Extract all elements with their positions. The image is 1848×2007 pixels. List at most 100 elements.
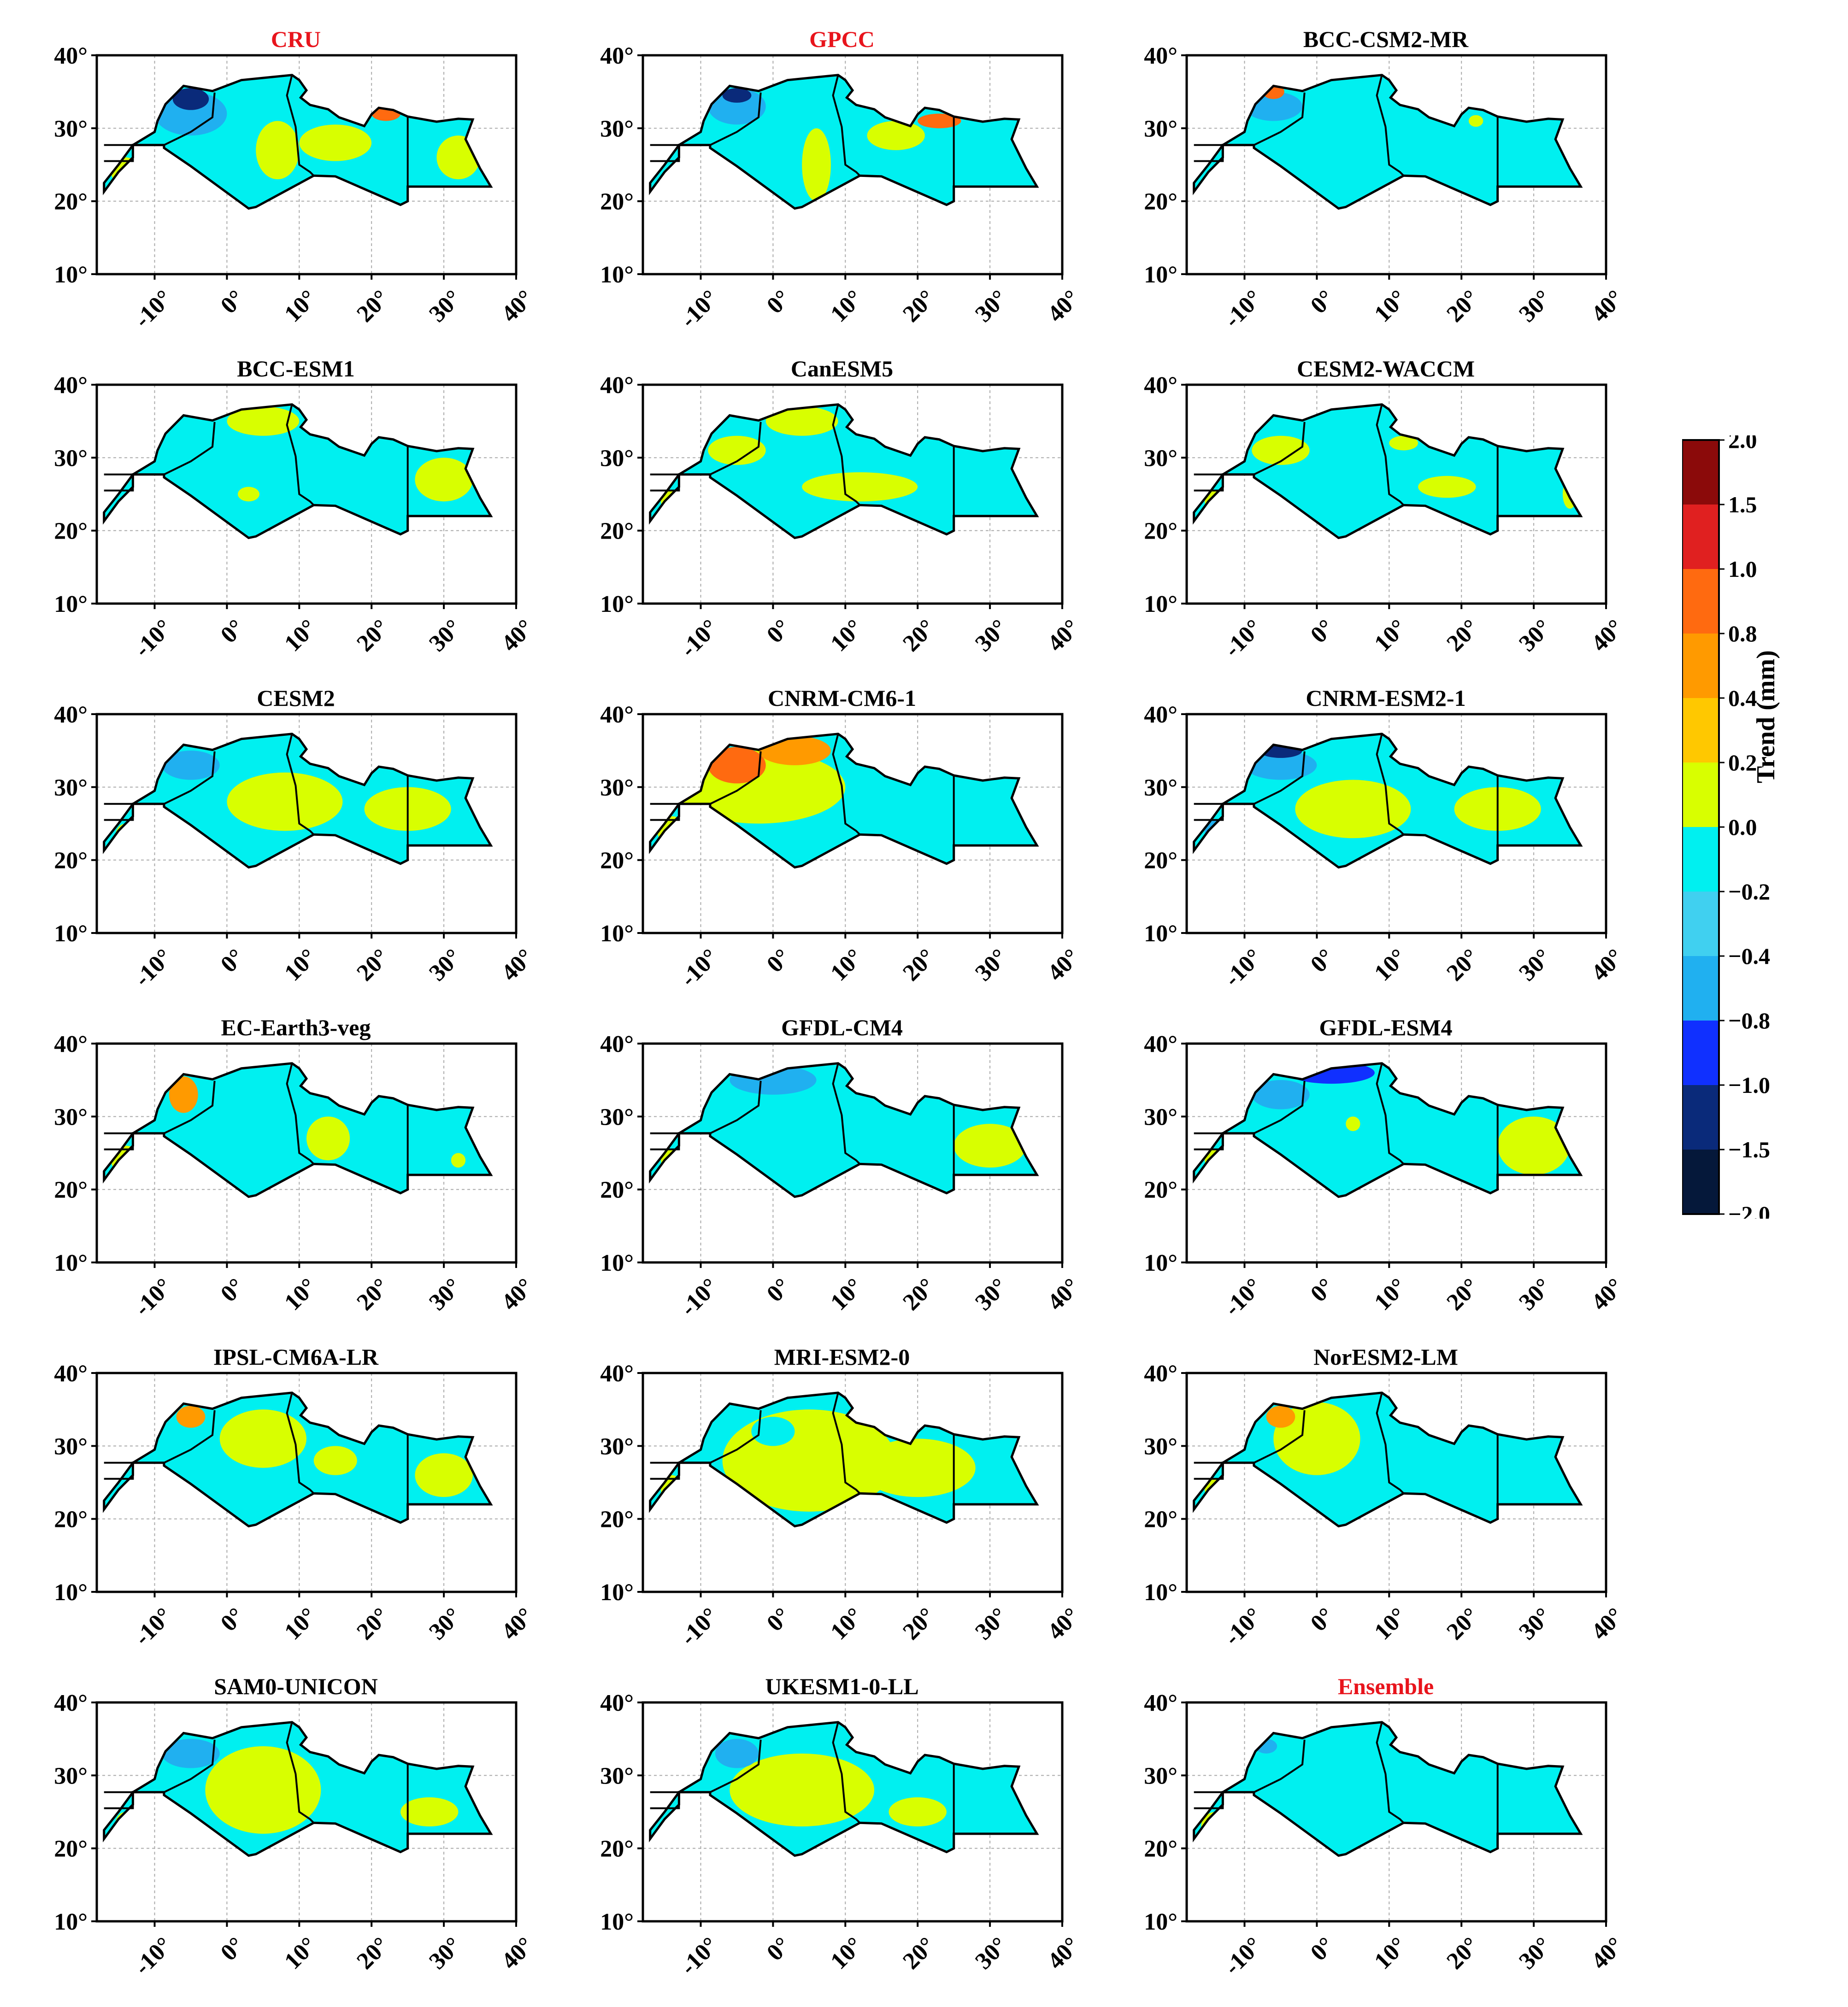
x-tick-label: 10°: [279, 1273, 322, 1316]
trend-patch: [867, 121, 925, 150]
y-tick-label: 40°: [600, 372, 634, 399]
country-border: [832, 734, 861, 835]
colorbar-tick-label: 1.0: [1728, 556, 1757, 582]
plot-frame: [1185, 383, 1607, 605]
x-tick-label: 40°: [1586, 944, 1629, 986]
colorbar-segment: [1682, 1150, 1719, 1214]
country-outline: [1193, 733, 1583, 869]
x-tick-label: 30°: [1514, 1603, 1556, 1645]
y-tick-label: 40°: [54, 372, 88, 399]
map-plot: 10° 20° 30° 40° -10° 0° 10° 20° 30° 40°: [600, 702, 1085, 992]
country-border: [1376, 1063, 1405, 1165]
country-border: [710, 1410, 762, 1464]
x-tick-label: -10°: [675, 944, 723, 992]
country-border: [1194, 1792, 1224, 1809]
country-border: [710, 751, 762, 805]
country-border: [1254, 1410, 1306, 1464]
x-tick-label: 20°: [1442, 1273, 1484, 1316]
x-tick-label: 20°: [898, 615, 940, 657]
country-border: [164, 422, 216, 475]
y-tick-label: 30°: [1144, 445, 1177, 471]
plot-frame: [95, 54, 518, 276]
country-border: [1194, 145, 1224, 162]
country-border: [1254, 1080, 1306, 1134]
map-plot: 10° 20° 30° 40° -10° 0° 10° 20° 30° 40°: [54, 1361, 539, 1651]
trend-patch: [219, 1409, 306, 1468]
x-tick-label: 30°: [1514, 1932, 1556, 1975]
country-outline: [103, 1062, 493, 1198]
x-tick-label: 20°: [898, 285, 940, 328]
panel-title: Ensemble: [1337, 1673, 1434, 1699]
map-panel: IPSL-CM6A-LR 10° 20° 30° 40° -10° 0° 10° 20° 30° 4…: [9, 1343, 539, 1666]
country-outline: [103, 74, 493, 210]
trend-patch: [859, 1438, 976, 1497]
trend-patch: [802, 472, 918, 502]
x-tick-label: -10°: [1219, 285, 1267, 333]
trend-patch: [115, 1812, 137, 1841]
country-border: [650, 1462, 680, 1480]
trend-patch: [730, 1065, 817, 1095]
trend-patch: [256, 121, 300, 180]
y-tick-label: 30°: [1144, 1104, 1177, 1130]
x-tick-label: 10°: [279, 944, 322, 986]
country-border: [710, 1080, 762, 1134]
colorbar-segment: [1682, 505, 1719, 569]
country-border: [104, 1462, 134, 1480]
country-border: [104, 474, 134, 492]
country-outline: [103, 1391, 493, 1528]
trend-patch: [751, 1417, 795, 1446]
x-tick-label: 0°: [1306, 1273, 1339, 1307]
y-tick-label: 20°: [1144, 518, 1177, 545]
x-tick-label: 20°: [352, 1603, 394, 1645]
country-outline: [1193, 74, 1583, 210]
x-tick-label: 40°: [1042, 1273, 1085, 1316]
trend-patch: [299, 124, 372, 161]
map-panel: GPCC 10° 20° 30° 40° -10° 0° 10° 20° 30° 40°: [555, 25, 1085, 348]
y-tick-label: 20°: [54, 848, 88, 874]
y-tick-label: 40°: [1144, 702, 1177, 728]
country-outline: [1193, 403, 1583, 540]
panel-title: CNRM-CM6-1: [767, 685, 917, 711]
country-border: [710, 422, 762, 475]
y-tick-label: 20°: [600, 848, 634, 874]
plot-frame: [642, 1701, 1064, 1923]
y-tick-label: 40°: [600, 1031, 634, 1057]
trend-patch: [115, 823, 137, 853]
trend-patch: [1266, 1406, 1295, 1428]
colorbar-svg: 2.0 1.5 1.0 0.8 0.4 0.2 0.0 −0.2 −0.4 −0.8 −1.0 −1.…: [1681, 427, 1770, 1227]
trend-patch: [715, 1739, 759, 1768]
plot-frame: [95, 383, 518, 605]
country-outline: [103, 403, 493, 540]
x-tick-label: 30°: [970, 285, 1012, 328]
colorbar-tick-label: −0.4: [1728, 943, 1770, 969]
x-tick-label: 40°: [1586, 285, 1629, 328]
country-border: [832, 1392, 861, 1494]
y-tick-label: 20°: [600, 1507, 634, 1533]
colorbar-tick-label: 0.8: [1728, 621, 1757, 646]
y-tick-label: 20°: [54, 189, 88, 215]
y-tick-label: 20°: [600, 1836, 634, 1862]
plot-frame: [642, 1042, 1064, 1264]
y-tick-label: 10°: [600, 1579, 634, 1606]
map-plot: 10° 20° 30° 40° -10° 0° 10° 20° 30° 40°: [54, 702, 539, 992]
x-tick-label: 0°: [1306, 285, 1339, 319]
x-tick-label: 0°: [762, 285, 795, 319]
x-tick-label: 0°: [762, 1603, 795, 1637]
trend-patch: [306, 1116, 350, 1161]
x-tick-label: 20°: [898, 1273, 940, 1316]
trend-patch: [162, 1739, 220, 1768]
map-panel: GFDL-ESM4 10° 20° 30° 40° -10° 0° 10° 20° 30° 40°: [1099, 1014, 1629, 1336]
x-tick-label: 40°: [496, 1932, 539, 1975]
y-tick-label: 40°: [1144, 1690, 1177, 1716]
x-tick-label: 20°: [352, 615, 394, 657]
colorbar-tick-label: −1.5: [1728, 1137, 1770, 1162]
x-tick-label: 0°: [216, 615, 249, 648]
country-border: [710, 1739, 762, 1793]
x-tick-label: 20°: [898, 944, 940, 986]
map-panel: CNRM-ESM2-1 10° 20° 30° 40° -10° 0° 10° 20° 30° 40…: [1099, 684, 1629, 1007]
panel-title: NorESM2-LM: [1313, 1344, 1458, 1370]
x-tick-label: 0°: [1306, 615, 1339, 648]
x-tick-label: 0°: [762, 1273, 795, 1307]
colorbar-tick-label: −1.0: [1728, 1072, 1770, 1098]
country-outline: [103, 733, 493, 869]
